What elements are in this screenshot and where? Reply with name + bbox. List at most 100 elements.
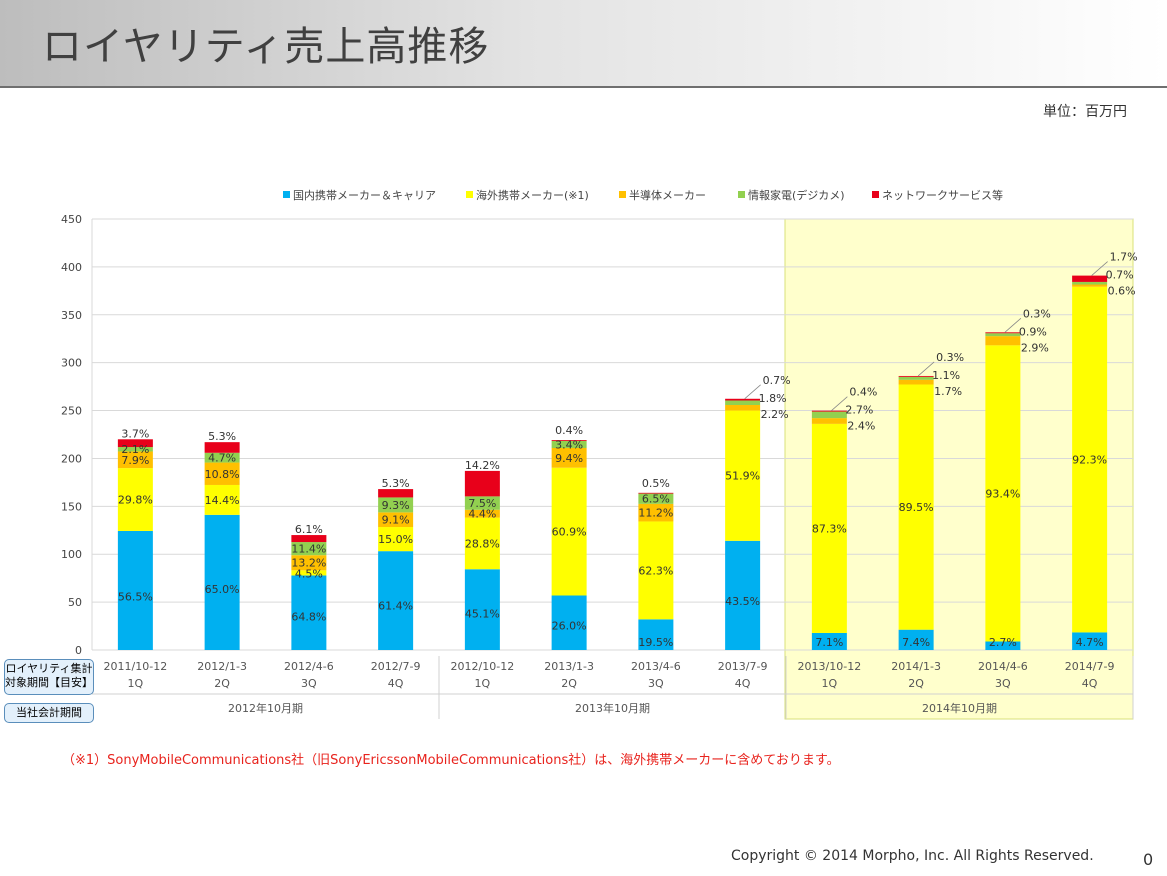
- bar-segment: [638, 503, 674, 522]
- bar-segment: [985, 332, 1021, 334]
- legend-swatch: [466, 191, 473, 198]
- data-label: 7.4%: [902, 636, 930, 649]
- x-tick-quarter: 3Q: [648, 677, 664, 690]
- bar-segment: [551, 448, 587, 468]
- x-tick-quarter: 1Q: [128, 677, 144, 690]
- bar-segment: [898, 629, 934, 650]
- data-label: 0.6%: [1108, 285, 1136, 298]
- bar-segment: [378, 527, 414, 552]
- x-tick-label: 2013/7-9: [718, 660, 768, 673]
- data-label: 0.9%: [1019, 325, 1047, 338]
- bar-segment: [1072, 286, 1108, 633]
- x-tick-quarter: 4Q: [388, 677, 404, 690]
- bar-segment: [1072, 275, 1108, 282]
- data-label: 2.2%: [761, 408, 789, 421]
- bar-segment: [551, 467, 587, 596]
- bar-segment: [1072, 632, 1108, 650]
- legend-label: ネットワークサービス等: [882, 188, 1003, 202]
- legend-swatch: [283, 191, 290, 198]
- y-tick-label: 400: [61, 261, 82, 274]
- bar-segment: [291, 535, 327, 543]
- x-tick-label: 2012/10-12: [451, 660, 515, 673]
- bar-segment: [638, 619, 674, 650]
- bar-segment: [551, 595, 587, 650]
- x-tick-label: 2014/7-9: [1065, 660, 1115, 673]
- y-tick-label: 350: [61, 309, 82, 322]
- data-label: 0.4%: [555, 424, 583, 437]
- y-tick-label: 300: [61, 357, 82, 370]
- bar-segment: [638, 521, 674, 620]
- bar-segment: [204, 452, 240, 463]
- data-label: 0.7%: [763, 374, 791, 387]
- data-label: 93.4%: [985, 487, 1020, 500]
- data-label: 14.2%: [465, 459, 500, 472]
- data-label: 4.7%: [1076, 636, 1104, 649]
- bar-segment: [117, 530, 153, 650]
- bar-segment: [291, 555, 327, 571]
- bar-segment: [985, 641, 1021, 650]
- leader-line: [1091, 261, 1108, 276]
- bar-segment: [117, 447, 153, 452]
- data-label: 2.7%: [989, 636, 1017, 649]
- legend-label: 半導体メーカー: [629, 188, 706, 202]
- x-tick-label: 2014/1-3: [891, 660, 941, 673]
- data-label: 2.1%: [121, 443, 149, 456]
- leader-line: [1004, 318, 1022, 333]
- bar-segment: [551, 440, 587, 449]
- bar-segment: [378, 497, 414, 513]
- bar-segment: [378, 489, 414, 498]
- bar-segment: [378, 512, 414, 528]
- bar-segment: [117, 468, 153, 531]
- data-label: 5.3%: [382, 477, 410, 490]
- bar-segment: [204, 462, 240, 485]
- x-tick-quarter: 4Q: [1082, 677, 1098, 690]
- data-label: 2.4%: [847, 420, 875, 433]
- data-label: 56.5%: [118, 590, 153, 603]
- data-label: 0.3%: [1023, 307, 1051, 320]
- y-tick-label: 150: [61, 500, 82, 513]
- data-label: 9.4%: [555, 452, 583, 465]
- bar-segment: [464, 509, 500, 518]
- bar-segment: [291, 542, 327, 556]
- page-number: 0: [1143, 850, 1154, 869]
- data-label: 1.1%: [932, 369, 960, 382]
- x-tick-quarter: 3Q: [995, 677, 1011, 690]
- bar-segment: [898, 375, 934, 377]
- data-label: 89.5%: [899, 501, 934, 514]
- data-label: 64.8%: [291, 610, 326, 623]
- bar-segment: [204, 514, 240, 650]
- bar-segment: [378, 551, 414, 650]
- footnote: （※1）SonyMobileCommunications社（旧SonyErics…: [62, 753, 840, 768]
- bar-segment: [291, 570, 327, 576]
- data-label: 3.7%: [121, 427, 149, 440]
- bar-segment: [551, 440, 587, 441]
- bar-segment: [464, 496, 500, 510]
- data-label: 62.3%: [638, 564, 673, 577]
- bar-segment: [204, 484, 240, 515]
- data-label: 0.3%: [936, 351, 964, 364]
- x-tick-quarter: 1Q: [475, 677, 491, 690]
- data-label: 92.3%: [1072, 454, 1107, 467]
- data-label: 0.4%: [849, 386, 877, 399]
- data-label: 26.0%: [552, 619, 587, 632]
- bar-segment: [1072, 284, 1108, 287]
- x-tick-quarter: 2Q: [214, 677, 230, 690]
- bar-segment: [898, 384, 934, 630]
- data-label: 5.3%: [208, 430, 236, 443]
- bar-segment: [725, 400, 761, 406]
- leader-line: [744, 384, 761, 400]
- legend-label: 情報家電(デジカメ): [748, 188, 845, 202]
- y-tick-label: 100: [61, 548, 82, 561]
- bar-segment: [464, 569, 500, 650]
- royalty-period-line2: 対象期間【目安】: [5, 676, 93, 689]
- data-label: 60.9%: [552, 526, 587, 539]
- y-tick-label: 200: [61, 452, 82, 465]
- bar-segment: [638, 492, 674, 494]
- bar-segment: [464, 517, 500, 570]
- fiscal-period-label: 2012年10月期: [228, 701, 303, 715]
- data-label: 11.2%: [638, 507, 673, 520]
- fiscal-period-label: 2013年10月期: [575, 701, 650, 715]
- bar-segment: [725, 398, 761, 401]
- bar-segment: [811, 410, 847, 412]
- bar-segment: [811, 632, 847, 650]
